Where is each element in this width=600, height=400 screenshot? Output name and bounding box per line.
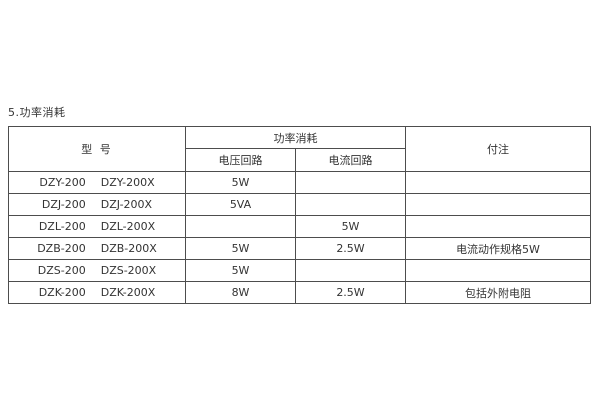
header-cell-power-group: 功率消耗 [185, 126, 406, 149]
model-cell: DZJ-200 DZJ-200X [8, 193, 186, 216]
model-primary: DZS-200 [37, 264, 86, 277]
model-variant: DZB-200X [100, 242, 157, 255]
table-row: DZL-200 DZL-200X 5W [8, 215, 591, 238]
notes-cell [405, 259, 591, 282]
notes-cell [405, 171, 591, 194]
table-row: DZB-200 DZB-200X 5W 2.5W 电流动作规格5W [8, 237, 591, 260]
notes-cell [405, 193, 591, 216]
model-pair: DZY-200 DZY-200X [39, 176, 154, 189]
table-row: DZY-200 DZY-200X 5W [8, 171, 591, 194]
current-cell: 5W [295, 215, 406, 238]
model-pair: DZS-200 DZS-200X [38, 264, 156, 277]
model-cell: DZB-200 DZB-200X [8, 237, 186, 260]
header-row-sub: 电压回路 电流回路 [9, 148, 591, 172]
voltage-cell: 5W [185, 171, 296, 194]
current-cell: 2.5W [295, 281, 406, 304]
model-pair: DZB-200 DZB-200X [37, 242, 157, 255]
current-cell [295, 193, 406, 216]
header-cell-current-circuit: 电流回路 [295, 148, 406, 172]
notes-cell: 电流动作规格5W [405, 237, 591, 260]
notes-cell [405, 215, 591, 238]
model-cell: DZK-200 DZK-200X [8, 281, 186, 304]
model-cell: DZL-200 DZL-200X [8, 215, 186, 238]
model-cell: DZY-200 DZY-200X [8, 171, 186, 194]
model-variant: DZL-200X [100, 220, 156, 233]
model-variant: DZS-200X [100, 264, 157, 277]
table-row: DZK-200 DZK-200X 8W 2.5W 包括外附电阻 [8, 281, 591, 304]
voltage-cell: 5W [185, 259, 296, 282]
notes-cell: 包括外附电阻 [405, 281, 591, 304]
table-row: DZJ-200 DZJ-200X 5VA [8, 193, 591, 216]
header-cell-notes: 付注 [405, 126, 591, 172]
model-variant: DZJ-200X [100, 198, 153, 211]
power-consumption-table: 型 号 功率消耗 付注 电压回路 电流回路 DZY-200 DZY-200X 5… [8, 126, 591, 304]
current-cell [295, 171, 406, 194]
model-primary: DZK-200 [38, 286, 86, 299]
section-heading: 5.功率消耗 [8, 106, 66, 119]
table-row: DZS-200 DZS-200X 5W [8, 259, 591, 282]
voltage-cell: 5W [185, 237, 296, 260]
model-primary: DZY-200 [39, 176, 86, 189]
current-cell: 2.5W [295, 237, 406, 260]
model-variant: DZY-200X [100, 176, 155, 189]
model-pair: DZJ-200 DZJ-200X [42, 198, 152, 211]
current-cell [295, 259, 406, 282]
model-pair: DZL-200 DZL-200X [39, 220, 155, 233]
model-variant: DZK-200X [100, 286, 156, 299]
model-pair: DZK-200 DZK-200X [39, 286, 156, 299]
header-row-top: 型 号 功率消耗 付注 [8, 126, 591, 172]
model-cell: DZS-200 DZS-200X [8, 259, 186, 282]
header-cell-voltage-circuit: 电压回路 [185, 148, 296, 172]
voltage-cell: 8W [185, 281, 296, 304]
voltage-cell [185, 215, 296, 238]
model-primary: DZB-200 [37, 242, 86, 255]
model-primary: DZL-200 [38, 220, 86, 233]
header-cell-model: 型 号 [8, 126, 186, 172]
model-primary: DZJ-200 [41, 198, 86, 211]
voltage-cell: 5VA [185, 193, 296, 216]
